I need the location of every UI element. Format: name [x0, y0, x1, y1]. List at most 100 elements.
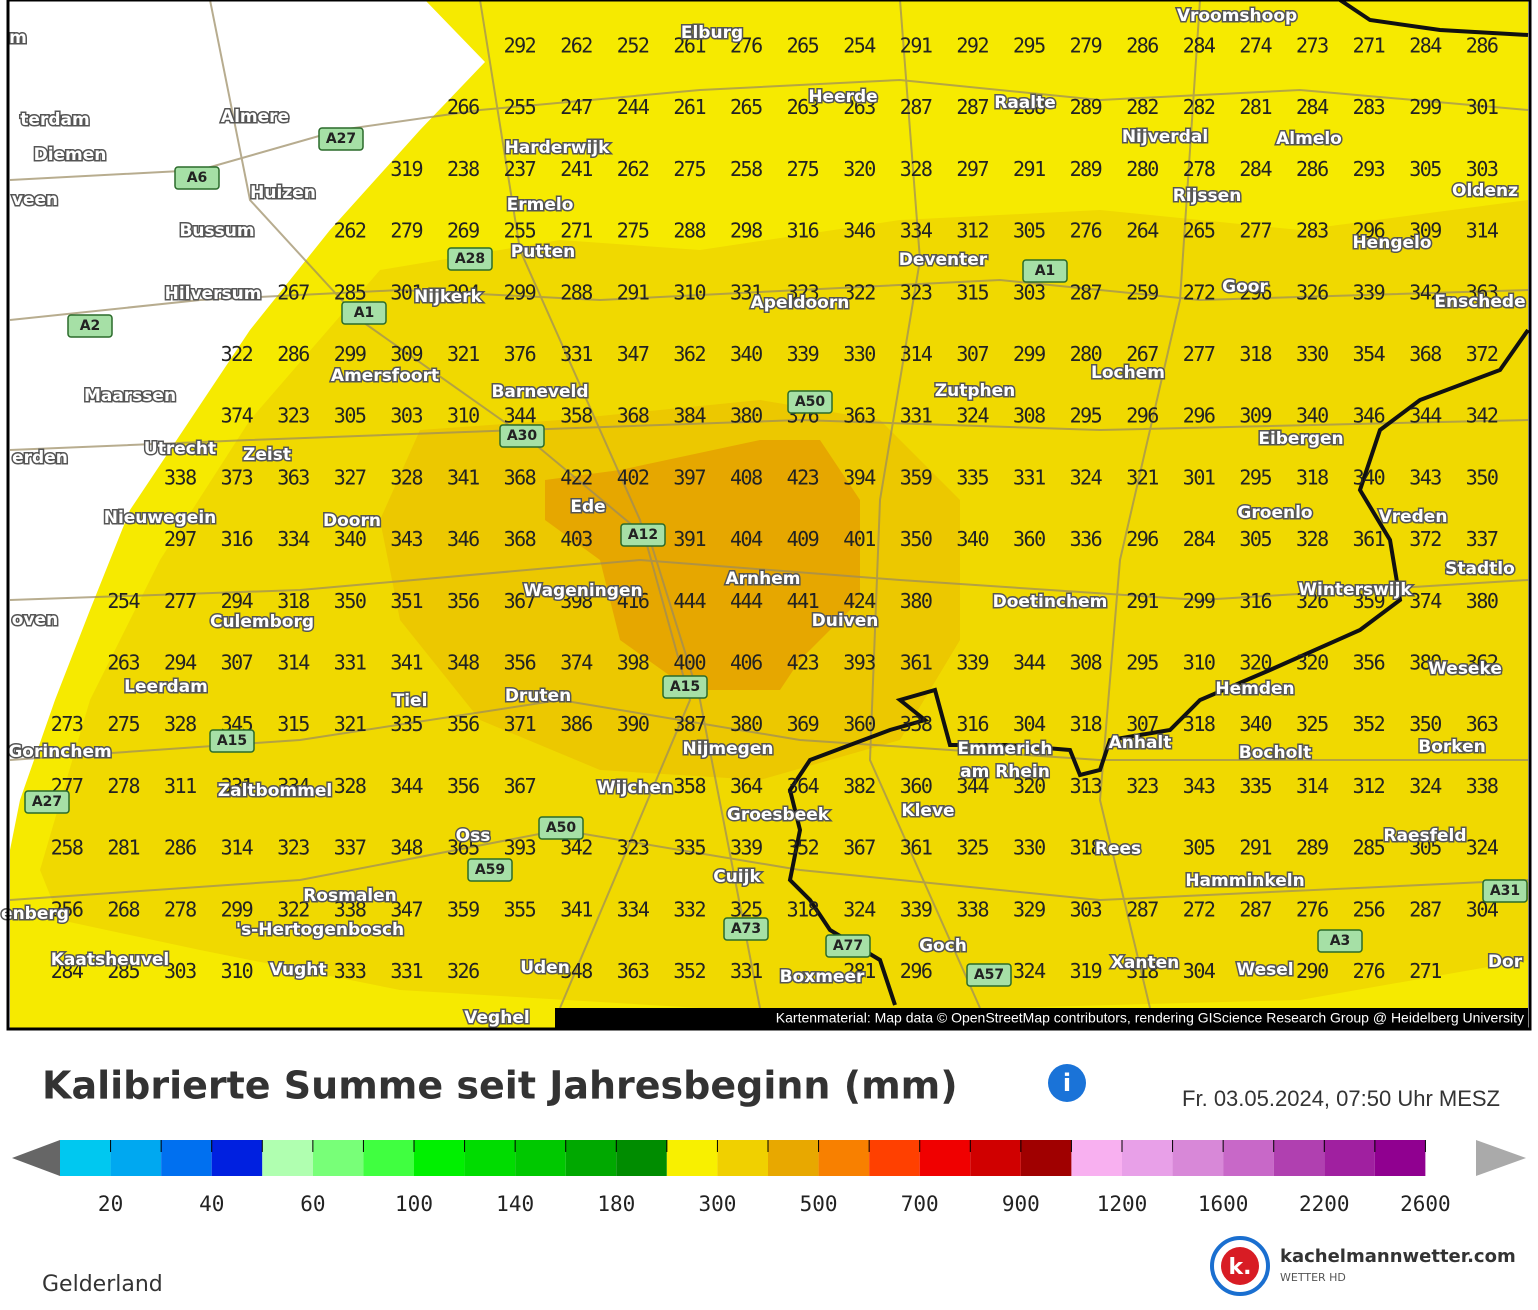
place-label: Ermelo [507, 195, 574, 215]
brand-name[interactable]: kachelmannwetter.com [1280, 1246, 1516, 1267]
grid-value: 387 [673, 712, 705, 736]
grid-value: 261 [673, 95, 705, 119]
place-label: Oldenz [1452, 181, 1518, 201]
grid-value: 278 [164, 897, 196, 921]
place-label: Raalte [994, 93, 1056, 113]
grid-value: 275 [107, 712, 139, 736]
place-label: erden [12, 448, 68, 468]
grid-value: 319 [1070, 959, 1102, 983]
grid-value: 305 [1409, 836, 1441, 860]
place-label: Bocholt [1239, 743, 1311, 763]
grid-value: 268 [107, 897, 139, 921]
grid-value: 363 [843, 404, 875, 428]
grid-value: 328 [390, 465, 422, 489]
grid-value: 285 [1353, 836, 1385, 860]
road-shields: A27 A6 A28 A1 A2 A30 A50 A12 A15 A15 A27 A50 A59 A73 A… [24, 127, 1528, 987]
place-label: Putten [511, 242, 575, 262]
grid-value: 338 [334, 897, 366, 921]
grid-value: 364 [787, 774, 820, 798]
grid-value: 271 [1353, 34, 1385, 58]
grid-value: 289 [1070, 95, 1102, 119]
grid-value: 274 [1239, 34, 1272, 58]
grid-value: 289 [1296, 836, 1328, 860]
grid-value: 296 [1353, 219, 1385, 243]
grid-value: 281 [1239, 95, 1271, 119]
grid-value: 314 [1466, 219, 1499, 243]
place-label: Enschede [1434, 292, 1525, 312]
road-label: A31 [1490, 883, 1520, 899]
grid-value: 351 [390, 589, 422, 613]
place-label: Ede [570, 497, 605, 517]
grid-value: 254 [107, 589, 140, 613]
grid-value: 390 [617, 712, 649, 736]
grid-value: 386 [560, 712, 592, 736]
place-label: Zutphen [935, 381, 1015, 401]
legend-swatch [161, 1140, 212, 1176]
grid-value: 314 [221, 836, 254, 860]
place-label: Kaatsheuvel [51, 950, 170, 970]
grid-value: 323 [787, 280, 819, 304]
grid-value: 288 [1013, 95, 1045, 119]
legend-tick-label: 20 [98, 1192, 123, 1216]
grid-value: 261 [673, 34, 705, 58]
grid-value: 263 [843, 95, 875, 119]
grid-value: 314 [1296, 774, 1329, 798]
info-icon[interactable] [1048, 1064, 1086, 1102]
grid-value: 363 [277, 465, 309, 489]
road-label: A6 [187, 170, 208, 186]
grid-value: 285 [334, 280, 366, 304]
grid-value: 286 [1296, 157, 1328, 181]
grid-value: 325 [1296, 712, 1328, 736]
legend-tick-label: 60 [300, 1192, 325, 1216]
grid-value: 342 [1409, 280, 1441, 304]
legend-tick-label: 2200 [1299, 1192, 1350, 1216]
grid-value: 337 [1466, 527, 1498, 551]
grid-value: 372 [1466, 342, 1498, 366]
grid-value: 294 [164, 651, 197, 675]
grid-value: 316 [221, 527, 253, 551]
place-label: am Rhein [960, 762, 1050, 782]
place-label: Huizen [250, 183, 316, 203]
grid-value: 368 [617, 404, 649, 428]
grid-value: 444 [673, 589, 706, 613]
place-label: Doorn [323, 511, 381, 531]
road-shield [825, 934, 871, 958]
grid-value: 323 [277, 836, 309, 860]
grid-value: 365 [447, 836, 479, 860]
grid-value: 318 [787, 897, 819, 921]
grid-value: 362 [673, 342, 705, 366]
place-label: Lochem [1091, 363, 1165, 383]
grid-value: 255 [504, 95, 536, 119]
place-label: Boxmeer [780, 967, 865, 987]
grid-value: 331 [560, 342, 592, 366]
place-labels: m terdam Almere Diemen Huizen veen Bussum Hilve… [0, 5, 1527, 1030]
grid-value: 423 [787, 651, 819, 675]
grid-value: 341 [560, 897, 592, 921]
grid-value: 332 [673, 897, 705, 921]
grid-value: 287 [1070, 280, 1102, 304]
grid-value: 335 [390, 712, 422, 736]
grid-value: 358 [560, 404, 592, 428]
grid-value: 380 [900, 589, 932, 613]
grid-value: 328 [334, 774, 366, 798]
grid-value: 277 [1239, 219, 1271, 243]
grid-value: 344 [504, 404, 537, 428]
grid-value: 328 [1296, 527, 1328, 551]
grid-value: 408 [730, 465, 762, 489]
grid-value: 294 [221, 589, 254, 613]
place-label: Culemborg [210, 612, 314, 632]
place-label: Almelo [1276, 129, 1342, 149]
grid-value: 283 [1296, 219, 1328, 243]
grid-value: 288 [560, 280, 592, 304]
grid-value: 340 [1353, 465, 1385, 489]
grid-value: 398 [560, 589, 592, 613]
place-label: Anhalt [1109, 733, 1172, 753]
road-label: A12 [628, 527, 658, 543]
grid-value: 334 [277, 774, 310, 798]
brand-tagline: WETTER HD [1280, 1271, 1346, 1284]
grid-value: 322 [843, 280, 875, 304]
grid-value: 272 [1183, 897, 1215, 921]
grid-value: 391 [673, 527, 705, 551]
legend-tick-label: 180 [597, 1192, 635, 1216]
place-label: Barneveld [491, 382, 588, 402]
